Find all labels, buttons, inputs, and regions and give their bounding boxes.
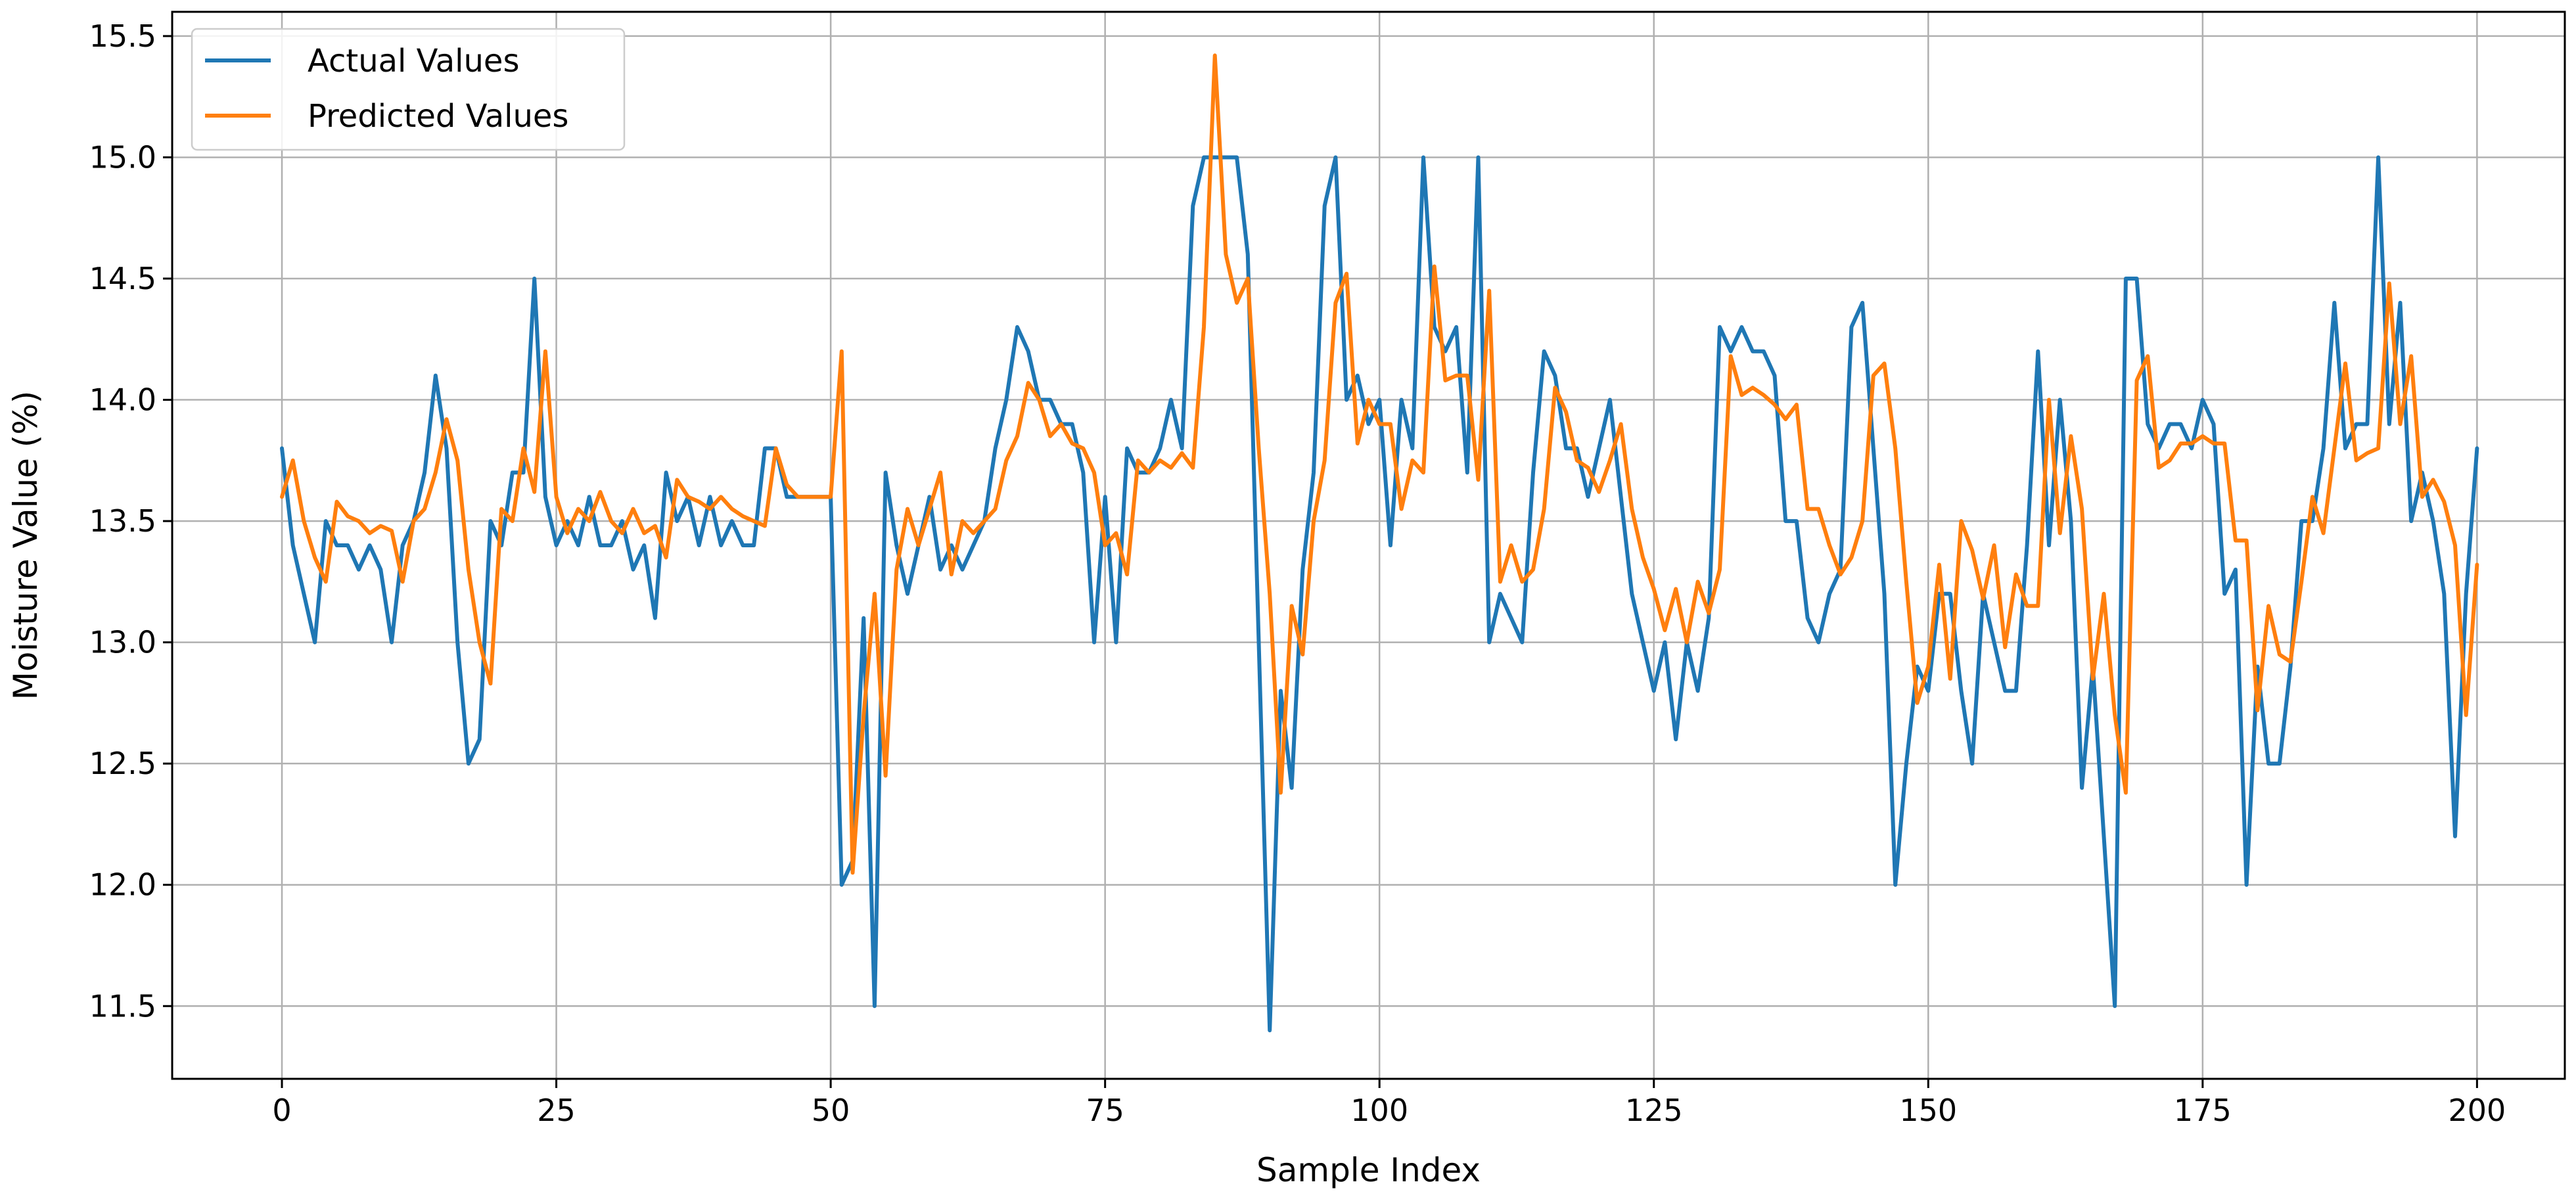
x-axis: 0 25 50 75 100 125 150 175 200 (272, 1079, 2506, 1128)
legend: Actual Values Predicted Values (191, 28, 626, 151)
legend-label-predicted: Predicted Values (308, 98, 568, 135)
y-tick-label: 11.5 (89, 988, 156, 1024)
y-axis-label: Moisture Value (%) (7, 391, 45, 700)
x-tick-label: 150 (1899, 1093, 1957, 1128)
x-tick-label: 75 (1086, 1093, 1124, 1128)
legend-label-actual: Actual Values (308, 43, 519, 79)
y-tick-label: 13.0 (89, 625, 156, 660)
x-tick-label: 50 (812, 1093, 850, 1128)
y-tick-label: 15.0 (89, 139, 156, 175)
x-tick-label: 125 (1625, 1093, 1683, 1128)
x-tick-label: 25 (537, 1093, 576, 1128)
legend-box (191, 28, 626, 151)
y-tick-label: 14.5 (89, 261, 156, 296)
x-tick-label: 200 (2448, 1093, 2506, 1128)
x-tick-label: 0 (272, 1093, 291, 1128)
y-axis: 11.5 12.0 12.5 13.0 13.5 14.0 14.5 15.0 15.5 (89, 18, 172, 1024)
plot-area-frame (171, 11, 2566, 1080)
x-axis-label: Sample Index (1256, 1151, 1481, 1189)
y-tick-label: 14.0 (89, 382, 156, 418)
series-line-actual (280, 155, 2479, 1033)
x-tick-label: 175 (2174, 1093, 2232, 1128)
series-layer (280, 53, 2479, 1033)
y-tick-label: 15.5 (89, 18, 156, 54)
series-line-predicted (280, 53, 2479, 875)
y-tick-label: 12.0 (89, 867, 156, 903)
x-tick-label: 100 (1350, 1093, 1408, 1128)
y-tick-label: 13.5 (89, 503, 156, 539)
y-tick-label: 12.5 (89, 746, 156, 781)
